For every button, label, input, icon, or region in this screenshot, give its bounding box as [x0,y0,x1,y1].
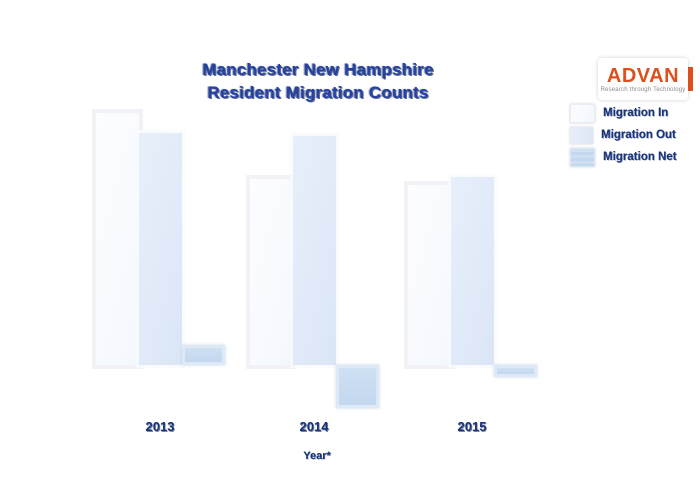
bar-2015-migration-in [408,185,451,365]
bar-2014-migration-out [293,136,336,365]
bar-2013-migration-out [139,133,182,365]
bar-2013-migration-in [96,113,139,365]
bar-2015-migration-net [494,365,537,377]
bar-2014-migration-net [336,365,379,408]
advan-logo-tagline: Research through Technology [600,86,686,93]
x-axis-tick-2014: 2014 [299,419,329,434]
advan-logo-text: ADVAN [606,64,680,87]
legend-item-migration-in: Migration In [570,102,700,124]
chart-title: Manchester New Hampshire Resident Migrat… [0,58,636,104]
chart-legend: Migration In Migration Out Migration Net [570,102,700,168]
legend-swatch-migration-in [570,103,595,123]
legend-swatch-migration-out [570,126,593,144]
x-axis-title: Year* [303,450,331,462]
legend-label: Migration In [603,107,669,119]
advan-logo-accent-mark [688,67,693,91]
bar-2014-migration-in [250,179,293,365]
legend-swatch-migration-net [570,147,595,167]
bar-2015-migration-out [451,177,494,365]
legend-item-migration-net: Migration Net [570,146,700,168]
advan-logo: ADVAN Research through Technology [598,58,693,100]
chart-title-line1: Manchester New Hampshire [202,60,434,79]
x-axis-tick-2013: 2013 [145,419,175,434]
chart-title-line2: Resident Migration Counts [207,83,429,102]
legend-label: Migration Net [603,151,677,163]
bar-2013-migration-net [182,345,225,365]
legend-item-migration-out: Migration Out [570,124,700,146]
legend-label: Migration Out [601,129,676,141]
x-axis-tick-2015: 2015 [457,419,487,434]
